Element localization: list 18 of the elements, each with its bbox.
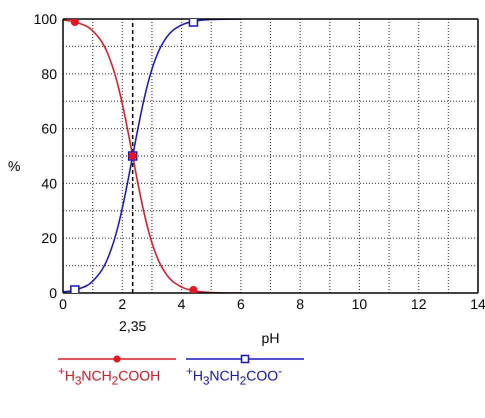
y-tick-label: 60 bbox=[41, 120, 58, 137]
y-tick-label: 0 bbox=[49, 284, 58, 301]
y-tick-label: 80 bbox=[41, 66, 58, 82]
x-tick-label: 4 bbox=[178, 296, 186, 312]
legend-label: $^{+}$H$_{3}$NCH$_{2}$COOH bbox=[58, 365, 160, 388]
ref-line-label: 2,35 bbox=[119, 318, 146, 334]
x-tick-label: 8 bbox=[296, 296, 304, 312]
x-tick-label: 12 bbox=[410, 296, 427, 312]
x-axis-title: pH bbox=[262, 330, 280, 346]
x-tick-label: 6 bbox=[236, 296, 245, 312]
x-tick-label: 10 bbox=[352, 296, 368, 312]
y-tick-label: 40 bbox=[41, 175, 58, 192]
y-tick-label: 20 bbox=[41, 230, 58, 246]
x-tick-label: 0 bbox=[59, 296, 68, 312]
y-tick-label: 100 bbox=[34, 10, 58, 27]
x-tick-label: 2 bbox=[118, 296, 126, 312]
y-axis-title: % bbox=[8, 158, 20, 174]
legend-label: $^{+}$H$_{3}$NCH$_{2}$COO$^{-}$ bbox=[186, 365, 282, 388]
